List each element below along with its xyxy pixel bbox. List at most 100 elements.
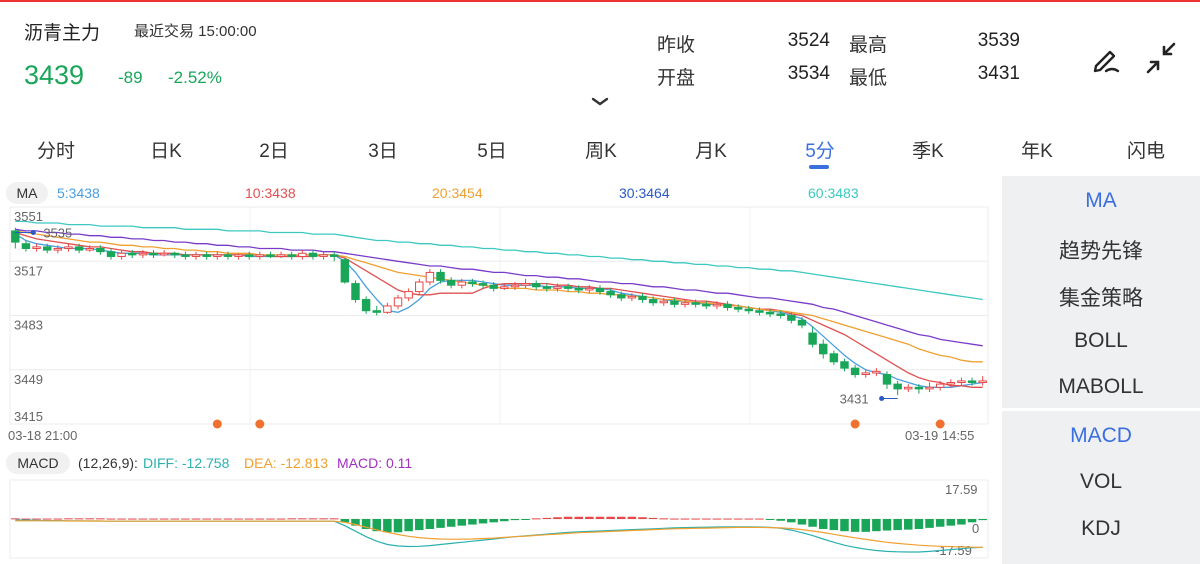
macd-bar <box>11 518 20 520</box>
candle-body <box>904 386 913 390</box>
high-value: 3539 <box>977 30 1020 51</box>
tab-6[interactable]: 月K <box>695 141 727 162</box>
macd-bar <box>755 518 764 520</box>
macd-bar <box>702 518 711 520</box>
macd-bar <box>319 518 328 520</box>
macd-bar <box>776 519 785 521</box>
low-marker-label: 3431 <box>840 391 869 406</box>
macd-bar <box>234 518 243 520</box>
price-change: -89 <box>118 68 143 87</box>
pen-icon[interactable] <box>1088 40 1124 76</box>
candle-body <box>744 308 754 312</box>
candle-body <box>829 353 839 363</box>
indicator-main-0[interactable]: MA <box>1085 189 1117 212</box>
macd-bar <box>638 517 647 519</box>
contract-title: 沥青主力 <box>24 23 101 44</box>
tab-1[interactable]: 日K <box>150 141 182 162</box>
tab-5[interactable]: 周K <box>585 141 617 162</box>
candle-body <box>702 303 711 307</box>
candle-body <box>244 254 254 257</box>
indicator-main-3[interactable]: BOLL <box>1074 329 1128 352</box>
indicator-main-1[interactable]: 趋势先锋 <box>1059 240 1143 263</box>
macd-bar <box>351 519 360 526</box>
price-tick-label: 3449 <box>14 372 43 387</box>
macd-bar <box>808 519 817 527</box>
candle-body <box>510 284 520 288</box>
tab-3[interactable]: 3日 <box>368 141 398 162</box>
macd-bar <box>106 518 116 520</box>
candle-body <box>330 254 339 257</box>
macd-params: (12,26,9): <box>78 455 138 471</box>
macd-bar <box>202 518 211 520</box>
candle-body <box>819 343 828 355</box>
chevron-down-icon[interactable] <box>590 96 610 108</box>
macd-dea-line <box>15 520 983 548</box>
candle-body <box>106 251 116 257</box>
macd-bar <box>585 516 594 519</box>
low-marker-dot <box>879 395 885 401</box>
tab-0[interactable]: 分时 <box>36 141 75 162</box>
ma-line-ma20 <box>15 230 983 363</box>
candle-body <box>861 372 870 376</box>
macd-bar <box>606 516 615 519</box>
macd-bar <box>223 518 233 520</box>
macd-bar <box>500 519 509 522</box>
candle-body <box>170 252 179 256</box>
candle-body <box>478 283 488 286</box>
candle-body <box>64 246 73 249</box>
candle-body <box>446 279 456 286</box>
macd-bar <box>946 519 956 526</box>
macd-bar <box>659 518 669 520</box>
macd-bar <box>117 518 126 520</box>
signal-dot <box>935 419 945 429</box>
macd-bar <box>361 519 371 529</box>
macd-bar <box>691 518 700 520</box>
tab-9[interactable]: 年K <box>1021 141 1053 162</box>
macd-bar <box>255 518 265 520</box>
macd-toggle[interactable]: MACD <box>6 452 70 474</box>
macd-bar <box>872 519 881 532</box>
ma-legend-item-2: 20:3454 <box>432 185 483 201</box>
indicator-main-2[interactable]: 集金策略 <box>1059 287 1143 310</box>
candle-body <box>351 283 360 301</box>
candle-body <box>287 254 296 257</box>
macd-bar <box>797 519 807 525</box>
ma-toggle[interactable]: MA <box>6 182 48 204</box>
macd-bar <box>213 518 222 520</box>
candle-body <box>967 380 977 384</box>
macd-bar <box>436 519 445 528</box>
tab-8[interactable]: 季K <box>912 141 944 162</box>
macd-bar <box>42 518 52 520</box>
tab-10[interactable]: 闪电 <box>1126 141 1165 162</box>
candle-body <box>159 252 169 256</box>
candle-body <box>542 286 552 289</box>
tab-7[interactable]: 5分 <box>805 141 835 162</box>
candle-body <box>914 386 924 390</box>
macd-bar <box>595 516 605 519</box>
macd-bar <box>191 518 201 520</box>
ma-line-ma60 <box>15 220 983 301</box>
macd-bar <box>74 518 84 520</box>
collapse-icon[interactable] <box>1144 40 1180 76</box>
candle-body <box>957 380 966 384</box>
indicator-sub-0[interactable]: MACD <box>1070 424 1132 447</box>
indicator-sub-1[interactable]: VOL <box>1079 470 1123 493</box>
macd-bar <box>978 519 987 521</box>
candle-body <box>266 254 275 257</box>
macd-bar <box>372 519 382 532</box>
tab-4[interactable]: 5日 <box>477 141 507 162</box>
candle-body <box>340 259 350 283</box>
candle-body <box>553 286 562 289</box>
prev-close-value: 3524 <box>787 30 830 51</box>
candle-body <box>21 243 31 249</box>
macd-bar <box>712 518 722 520</box>
macd-bar <box>127 518 137 520</box>
tab-2[interactable]: 2日 <box>259 141 289 162</box>
indicator-sub-2[interactable]: KDJ <box>1081 517 1121 540</box>
open-value: 3534 <box>787 63 830 84</box>
indicator-main-4[interactable]: MABOLL <box>1058 375 1144 398</box>
candle-body <box>149 252 158 256</box>
macd-bar <box>393 519 403 533</box>
candle-body <box>42 246 52 251</box>
